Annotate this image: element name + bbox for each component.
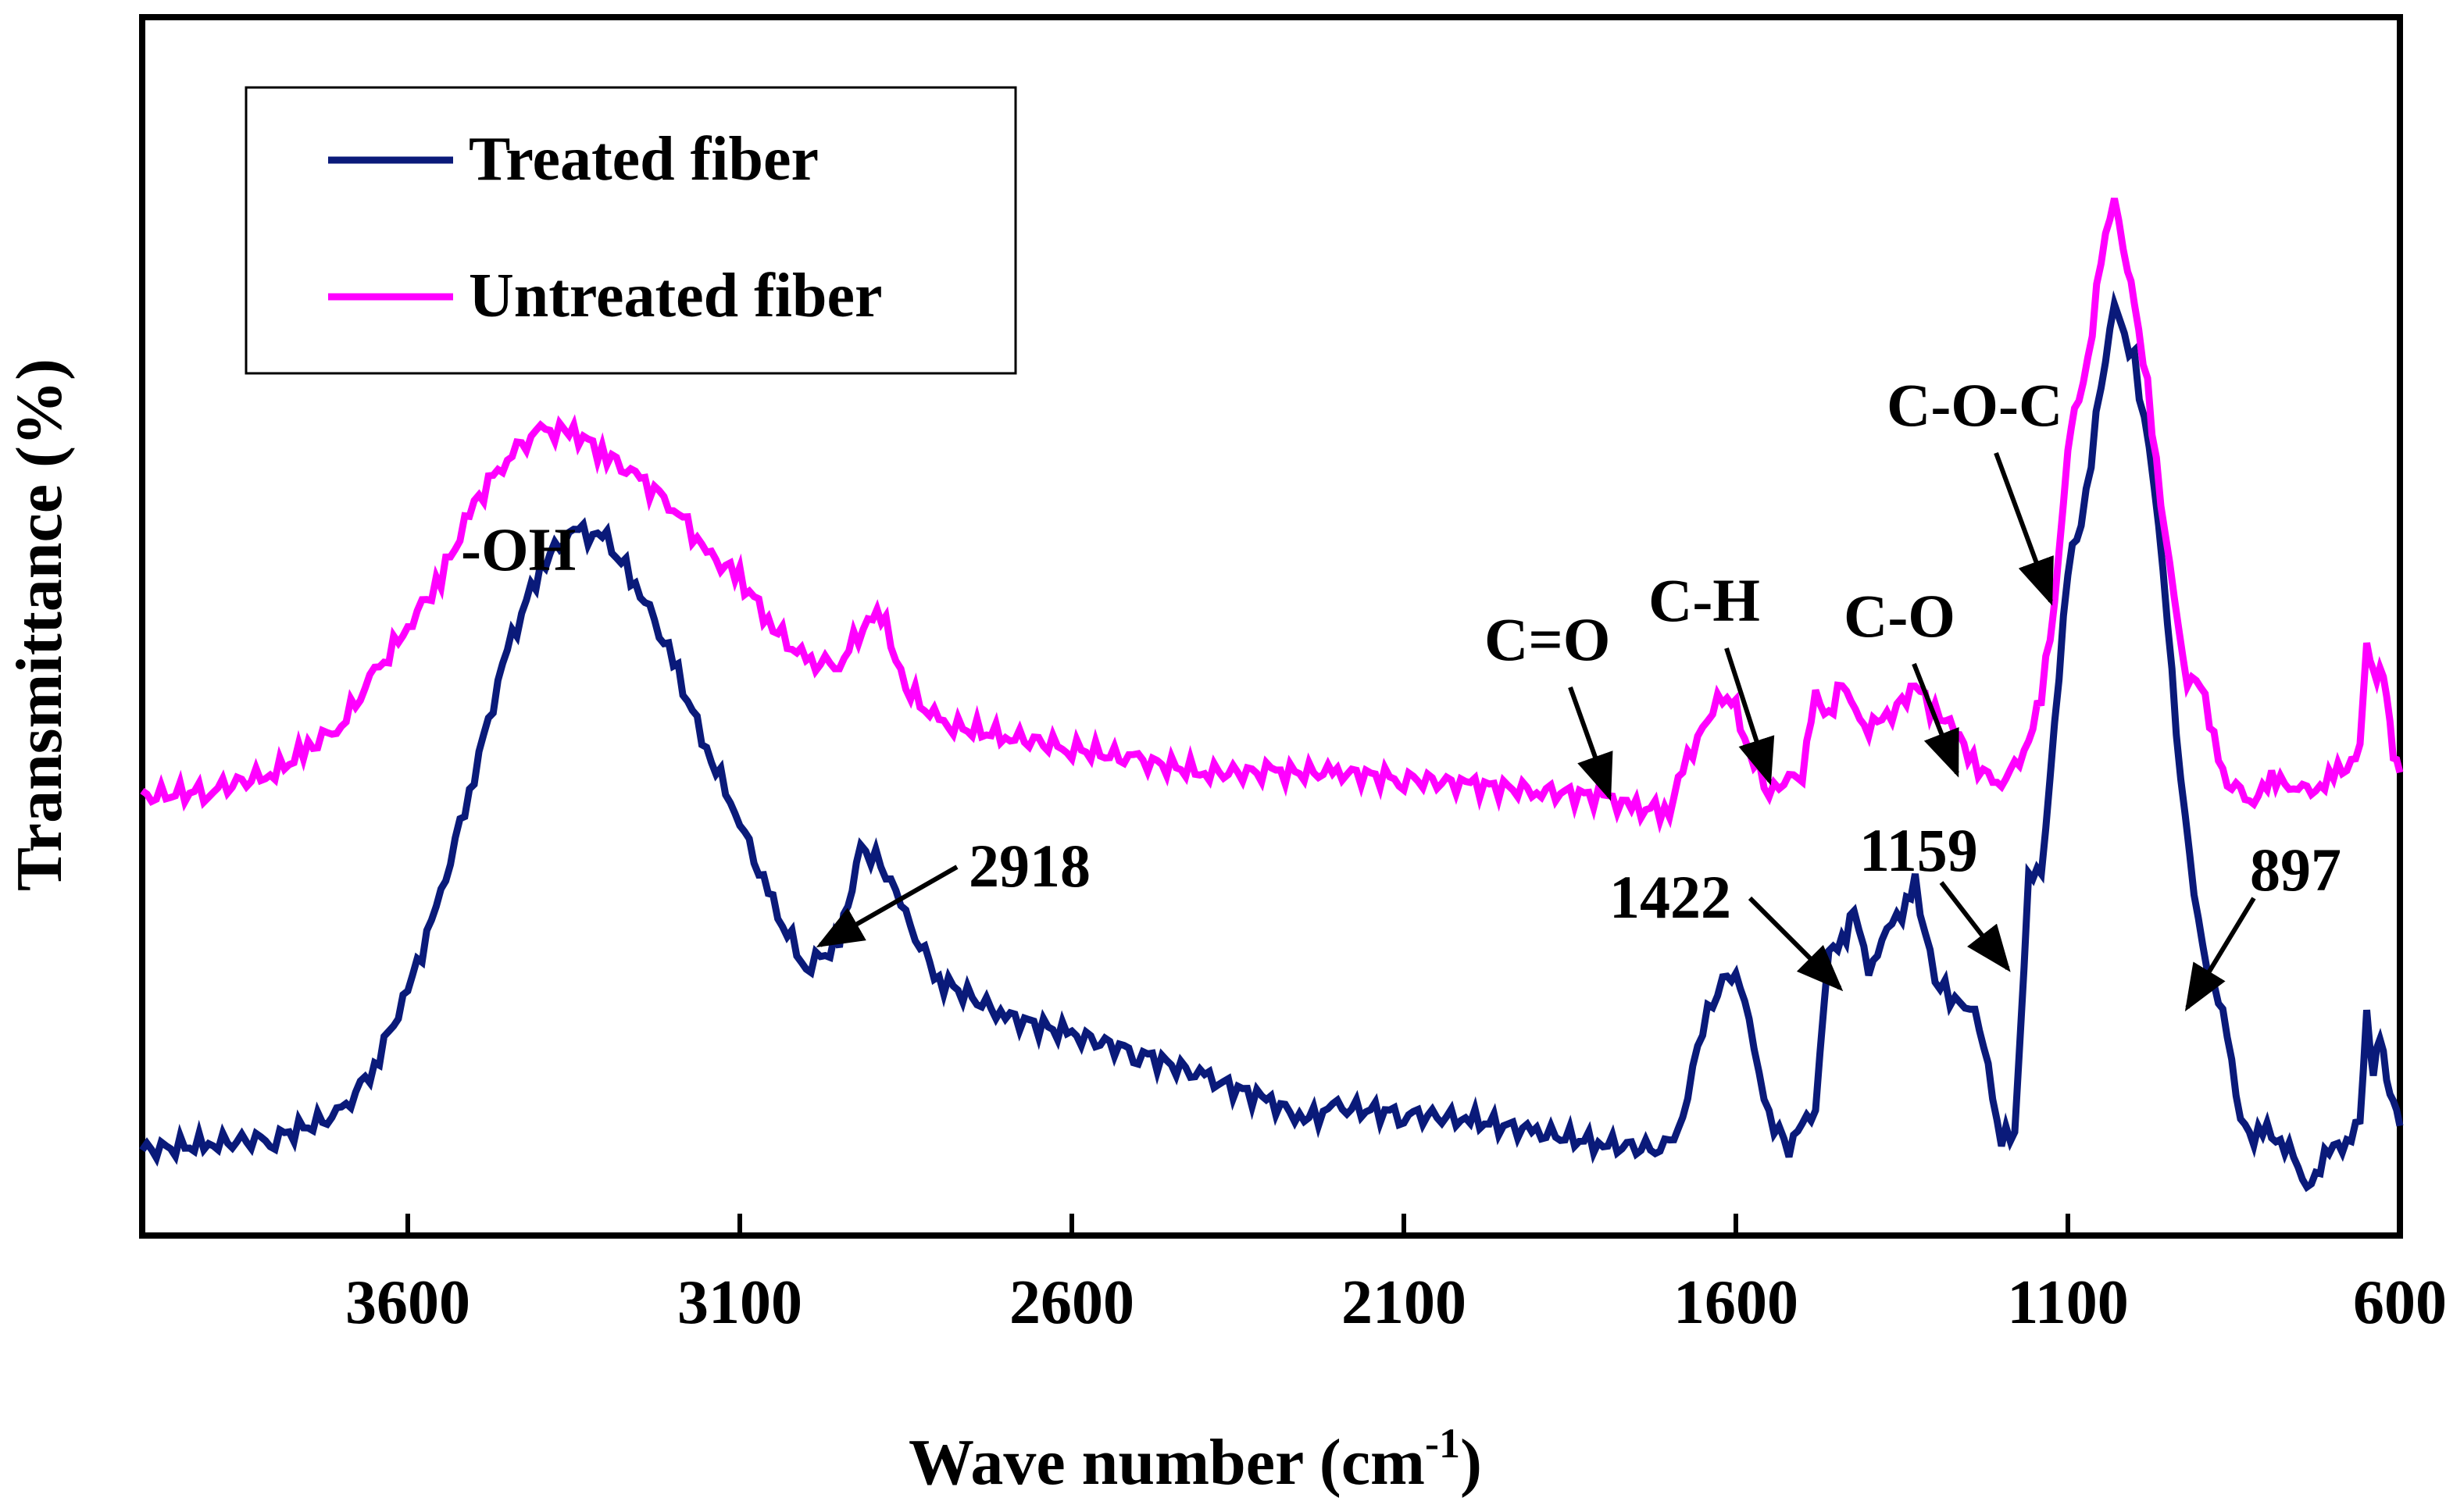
arrow-c-o-c [1994, 451, 2054, 606]
series-layer [139, 198, 2404, 1193]
legend: Treated fiber Untreated fiber [245, 86, 1017, 375]
series-line-treated-fiber [139, 290, 2404, 1193]
plot-frame [139, 14, 2403, 1239]
x-tick-label: 1600 [1673, 1268, 1798, 1337]
arrow-2918 [816, 865, 959, 947]
x-tick-label: 2100 [1341, 1268, 1466, 1337]
annotation-2918: 2918 [969, 832, 1091, 900]
arrow-897 [2184, 897, 2256, 1012]
x-axis-label: Wave number (cm-1) [909, 1420, 1482, 1499]
annotation-c-double-o: C=O [1484, 605, 1610, 673]
annotation-1159: 1159 [1859, 816, 1978, 884]
x-tick-label: 3600 [345, 1268, 470, 1337]
legend-box [245, 86, 1017, 375]
annotation-oh: -OH [461, 515, 576, 583]
annotation-c-h: C-H [1648, 566, 1760, 634]
annotation-c-o-c: C-O-C [1887, 371, 2062, 439]
x-tick-label: 600 [2353, 1268, 2446, 1337]
series-line-untreated-fiber [140, 198, 2404, 834]
legend-label-treated: Treated fiber [469, 125, 819, 194]
x-axis-ticks: 3600 3100 2600 2100 1600 1100 600 [345, 1214, 2446, 1337]
arrow-1159 [1939, 881, 2011, 972]
annotations: -OH 2918 C=O C-H C-O C-O-C 1422 1159 897 [461, 371, 2341, 1012]
y-axis-label: Transmittance (%) [3, 358, 76, 891]
arrow-c-h [1724, 647, 1775, 786]
arrow-1422 [1748, 896, 1844, 992]
arrow-c-double-o [1568, 686, 1613, 801]
x-tick-label: 3100 [677, 1268, 802, 1337]
arrow-c-o [1912, 662, 1959, 778]
legend-label-untreated: Untreated fiber [469, 262, 883, 330]
annotation-1422: 1422 [1609, 863, 1731, 931]
annotation-897: 897 [2250, 836, 2341, 904]
x-tick-label: 2600 [1009, 1268, 1134, 1337]
annotation-c-o: C-O [1844, 582, 1955, 650]
x-tick-label: 1100 [2007, 1268, 2129, 1337]
